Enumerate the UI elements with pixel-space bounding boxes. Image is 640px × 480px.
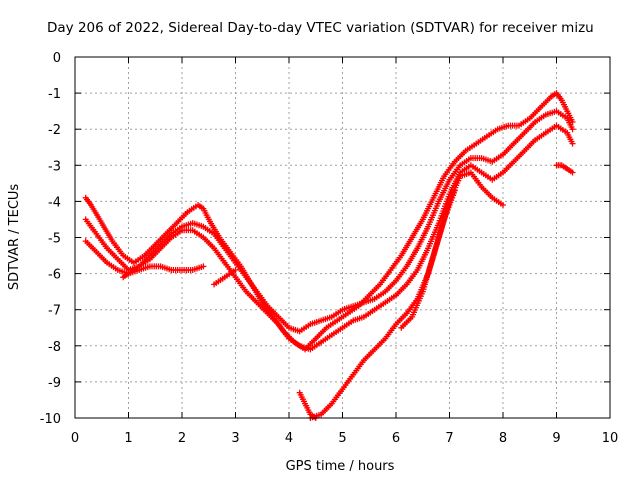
x-tick-label: 6 [392, 431, 400, 446]
data-point [451, 187, 458, 194]
series-line [85, 92, 574, 351]
y-axis-label: SDTVAR / TECUs [7, 184, 22, 291]
x-tick-label: 2 [178, 431, 186, 446]
y-tick-label: -8 [48, 340, 61, 355]
x-tick-label: 10 [602, 431, 619, 446]
y-tick-label: -2 [48, 123, 61, 138]
y-tick-label: -9 [48, 376, 61, 391]
data-point [200, 263, 207, 270]
series-track-d [307, 169, 506, 421]
x-tick-label: 9 [552, 431, 560, 446]
series-track-f [398, 187, 458, 331]
y-tick-label: -1 [48, 87, 61, 102]
data-point [569, 140, 576, 147]
series-line [310, 171, 504, 419]
x-tick-label: 0 [71, 431, 79, 446]
grid [75, 57, 610, 418]
data-point [500, 202, 506, 209]
y-tick-label: -6 [48, 268, 61, 283]
y-tick-label: 0 [53, 51, 61, 66]
data-point [232, 266, 239, 273]
x-tick-label: 1 [124, 431, 132, 446]
y-tick-label: -4 [48, 195, 61, 210]
x-tick-label: 8 [499, 431, 507, 446]
y-tick-label: -10 [40, 412, 61, 427]
x-axis-label: GPS time / hours [286, 459, 395, 474]
series-track-e [120, 263, 207, 281]
series-track-g [296, 389, 319, 421]
data-point [569, 169, 576, 176]
y-tick-label: -7 [48, 304, 61, 319]
x-tick-label: 5 [338, 431, 346, 446]
data-series [82, 90, 576, 421]
x-tick-label: 7 [445, 431, 453, 446]
x-tick-label: 4 [285, 431, 293, 446]
series-line [85, 110, 574, 333]
y-tick-label: -3 [48, 159, 61, 174]
series-track-a [82, 90, 576, 353]
chart-title: Day 206 of 2022, Sidereal Day-to-day VTE… [47, 20, 594, 36]
x-tick-label: 3 [231, 431, 239, 446]
axis-ticks: 0 1 2 3 4 5 6 7 8 9 10 0 -1 -2 -3 -4 -5 -6 -7 -8 -9 -10 [40, 51, 619, 446]
series-track-i [211, 266, 239, 288]
series-track-b [82, 108, 576, 335]
series-track-h [553, 162, 576, 176]
y-tick-label: -5 [48, 232, 61, 247]
data-point [569, 126, 576, 133]
